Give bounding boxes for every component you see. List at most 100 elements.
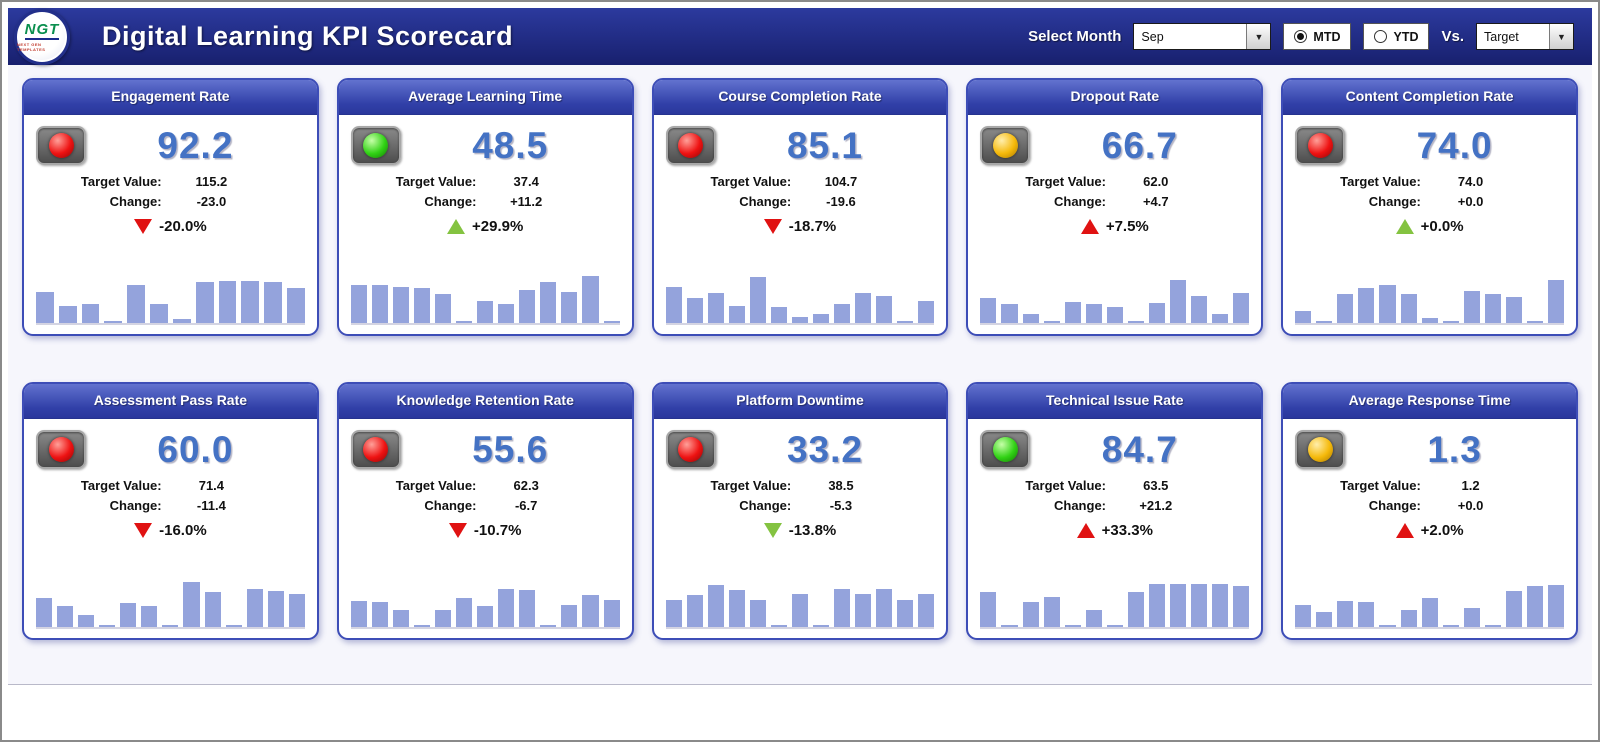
chevron-down-icon[interactable]: ▼ <box>1246 24 1271 49</box>
change-label: Change: <box>424 194 477 209</box>
change-value: +11.2 <box>510 194 543 209</box>
status-light-icon <box>980 126 1031 165</box>
trend-bar-chart <box>36 261 305 325</box>
percent-change: +29.9% <box>472 217 524 235</box>
radio-selected-icon[interactable] <box>1294 30 1308 43</box>
kpi-card-engagement-rate: Engagement Rate 92.2 Target Value: 115.2 … <box>22 78 319 336</box>
percent-change: +7.5% <box>1105 217 1149 235</box>
change-label: Change: <box>739 498 792 513</box>
kpi-value: 33.2 <box>786 428 863 470</box>
logo-text: NGT <box>24 21 60 40</box>
change-value: -11.4 <box>196 498 226 513</box>
kpi-card-title: Knowledge Retention Rate <box>338 384 632 419</box>
kpi-card-title: Assessment Pass Rate <box>24 384 317 419</box>
trend-bar-chart <box>1295 261 1564 325</box>
kpi-grid-area: Engagement Rate 92.2 Target Value: 115.2 … <box>8 65 1592 685</box>
trend-bar-chart <box>665 565 935 629</box>
kpi-card-average-learning-time: Average Learning Time 48.5 Target Value:… <box>336 78 634 336</box>
logo-subtext: NEXT GEN TEMPLATES <box>17 42 46 52</box>
target-value: 104.7 <box>824 174 858 189</box>
trend-bar-chart <box>1295 565 1564 629</box>
kpi-value: 84.7 <box>1101 428 1178 470</box>
trend-arrow-icon <box>1395 522 1414 538</box>
kpi-card-title: Content Completion Rate <box>1283 80 1576 115</box>
target-value-label: Target Value: <box>395 174 477 189</box>
kpi-value: 48.5 <box>472 124 549 166</box>
status-light-icon <box>980 430 1031 469</box>
change-value: +0.0 <box>1457 194 1484 209</box>
kpi-card-title: Engagement Rate <box>24 80 317 115</box>
status-light-icon <box>665 126 716 165</box>
trend-arrow-icon <box>1080 218 1099 234</box>
target-value-label: Target Value: <box>80 174 162 189</box>
vs-dropdown-value: Target <box>1484 29 1519 44</box>
month-dropdown[interactable]: Sep ▼ <box>1133 23 1272 50</box>
kpi-value: 1.3 <box>1427 428 1482 470</box>
trend-bar-chart <box>980 261 1250 325</box>
target-value: 38.5 <box>828 478 854 493</box>
trend-arrow-icon <box>1395 218 1414 234</box>
kpi-value: 74.0 <box>1416 124 1493 166</box>
change-label: Change: <box>1054 498 1106 513</box>
target-value: 115.2 <box>195 174 228 189</box>
change-value: -23.0 <box>196 194 227 209</box>
kpi-value: 60.0 <box>157 428 234 470</box>
kpi-value: 92.2 <box>157 124 234 166</box>
vs-label: Vs. <box>1441 28 1464 45</box>
target-value: 37.4 <box>513 174 539 189</box>
target-value: 62.0 <box>1143 174 1169 189</box>
status-light-icon <box>350 430 401 469</box>
change-value: -6.7 <box>514 498 538 513</box>
kpi-card-technical-issue-rate: Technical Issue Rate 84.7 Target Value: 6… <box>966 382 1264 640</box>
percent-change: +2.0% <box>1420 521 1464 539</box>
chevron-down-icon[interactable]: ▼ <box>1549 24 1573 49</box>
month-dropdown-value: Sep <box>1141 29 1164 44</box>
trend-arrow-icon <box>134 522 153 538</box>
radio-unselected-icon[interactable] <box>1374 30 1388 43</box>
ngt-logo: NGT NEXT GEN TEMPLATES <box>14 8 70 65</box>
change-value: +21.2 <box>1139 498 1173 513</box>
trend-arrow-icon <box>448 522 467 538</box>
kpi-value: 55.6 <box>472 428 549 470</box>
target-value-label: Target Value: <box>1025 478 1106 493</box>
change-label: Change: <box>424 498 477 513</box>
percent-change: -13.8% <box>788 521 837 539</box>
kpi-card-title: Dropout Rate <box>968 80 1262 115</box>
kpi-card-title: Course Completion Rate <box>653 80 947 115</box>
percent-change: +33.3% <box>1101 521 1153 539</box>
ytd-radio[interactable]: YTD <box>1363 23 1430 50</box>
trend-arrow-icon <box>1076 522 1095 538</box>
target-value: 71.4 <box>198 478 225 493</box>
target-value-label: Target Value: <box>1340 174 1421 189</box>
kpi-card-assessment-pass-rate: Assessment Pass Rate 60.0 Target Value: 7… <box>22 382 319 640</box>
trend-bar-chart <box>350 565 620 629</box>
target-value-label: Target Value: <box>710 174 792 189</box>
target-value: 74.0 <box>1457 174 1484 189</box>
kpi-card-platform-downtime: Platform Downtime 33.2 Target Value: 38.5… <box>651 382 949 640</box>
vs-dropdown[interactable]: Target ▼ <box>1476 23 1574 50</box>
kpi-card-course-completion-rate: Course Completion Rate 85.1 Target Value… <box>651 78 949 336</box>
change-label: Change: <box>1368 194 1421 209</box>
trend-arrow-icon <box>134 218 153 234</box>
change-label: Change: <box>739 194 792 209</box>
ytd-radio-label: YTD <box>1393 29 1419 44</box>
target-value: 1.2 <box>1461 478 1480 493</box>
trend-arrow-icon <box>447 218 466 234</box>
trend-arrow-icon <box>763 522 782 538</box>
change-value: -5.3 <box>829 498 853 513</box>
trend-bar-chart <box>980 565 1250 629</box>
mtd-radio[interactable]: MTD <box>1283 23 1352 50</box>
percent-change: -18.7% <box>788 217 837 235</box>
change-label: Change: <box>1054 194 1106 209</box>
bottom-strip <box>8 685 1592 734</box>
percent-change: -20.0% <box>159 217 207 235</box>
kpi-grid: Engagement Rate 92.2 Target Value: 115.2 … <box>22 78 1578 640</box>
change-value: -19.6 <box>826 194 856 209</box>
target-value-label: Target Value: <box>710 478 792 493</box>
kpi-card-content-completion-rate: Content Completion Rate 74.0 Target Valu… <box>1281 78 1578 336</box>
kpi-card-knowledge-retention-rate: Knowledge Retention Rate 55.6 Target Val… <box>336 382 634 640</box>
status-light-icon <box>36 126 86 165</box>
target-value: 62.3 <box>513 478 539 493</box>
change-value: +4.7 <box>1142 194 1169 209</box>
